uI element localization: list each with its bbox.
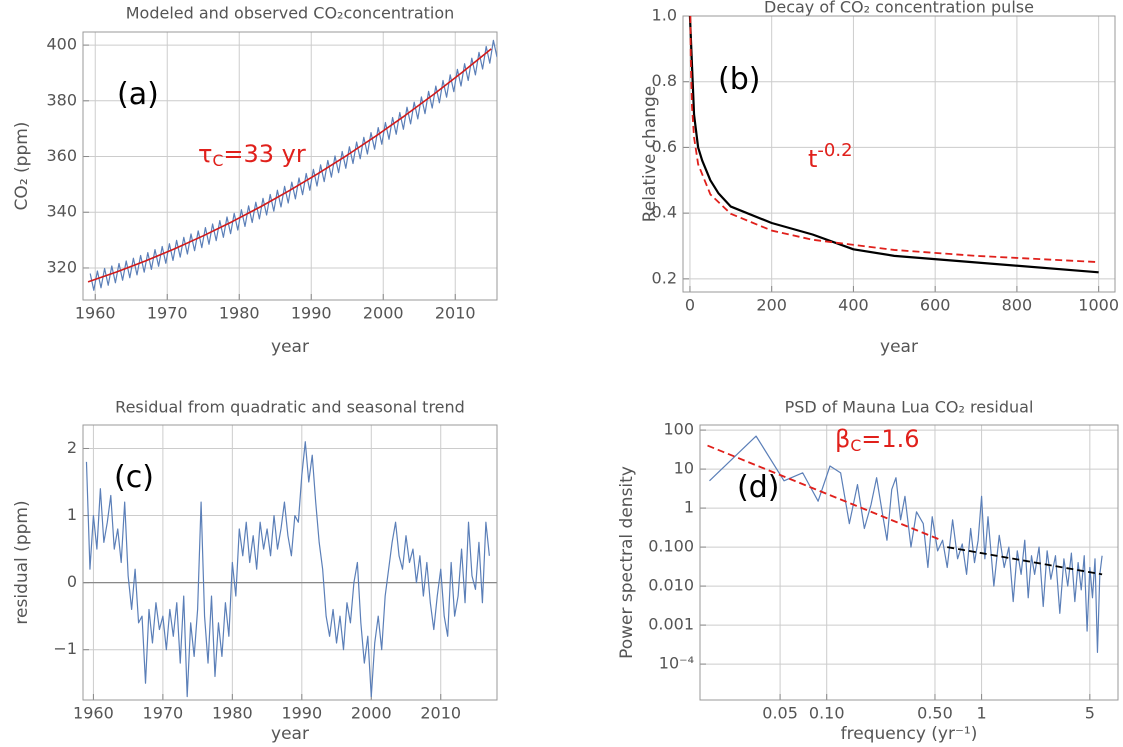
data-line [689, 16, 1099, 263]
y-tick-label: 1.0 [652, 6, 677, 25]
panel-title: Modeled and observed CO₂concentration [126, 4, 455, 23]
annotation-text: β [835, 425, 850, 453]
x-tick-label: 1980 [219, 304, 260, 323]
y-tick-label: 0.2 [652, 268, 677, 287]
annotation-sub: C [212, 152, 223, 170]
y-axis-label: CO₂ (ppm) [12, 122, 32, 211]
y-tick-label: 2 [67, 438, 77, 457]
y-axis-label: Power spectral density [617, 466, 637, 659]
y-tick-label: 340 [46, 202, 77, 221]
plot-frame [682, 15, 1116, 293]
annotation-sub: C [850, 437, 861, 455]
data-line [707, 444, 942, 542]
x-tick-label: 0.05 [762, 704, 798, 723]
annotation-text: τ [198, 140, 212, 168]
panel-title: PSD of Mauna Lua CO₂ residual [785, 398, 1034, 417]
x-tick-label: 1 [976, 704, 986, 723]
y-tick-label: 0.001 [648, 615, 694, 634]
data-line [85, 441, 490, 698]
y-tick-label: 0.6 [652, 137, 677, 156]
annotation-sup: -0.2 [817, 140, 852, 161]
annotation: t-0.2 [808, 140, 853, 173]
x-tick-label: 1000 [1078, 296, 1119, 315]
y-tick-label: 0.4 [652, 203, 677, 222]
data-line [947, 546, 1103, 576]
x-axis-label: year [271, 724, 309, 744]
x-tick-label: 600 [920, 296, 951, 315]
plot-frame [699, 424, 1119, 701]
y-tick-label: 400 [46, 35, 77, 54]
annotation: (a) [117, 77, 159, 112]
data-line [89, 39, 497, 291]
x-tick-label: 0 [685, 296, 695, 315]
y-tick-label: 0 [67, 572, 77, 591]
annotation-text: (b) [718, 62, 760, 97]
x-tick-label: 2010 [420, 704, 461, 723]
annotation-text: (a) [117, 77, 159, 112]
plot-frame [82, 31, 498, 301]
annotation-text: (d) [737, 470, 779, 505]
y-tick-label: 360 [46, 146, 77, 165]
x-tick-label: 0.50 [917, 704, 953, 723]
y-tick-label: 10⁻⁴ [659, 654, 694, 673]
y-axis-label: residual (ppm) [12, 500, 32, 624]
y-tick-label: 100 [663, 420, 694, 439]
panel-title: Residual from quadratic and seasonal tre… [115, 398, 465, 417]
x-tick-label: 1960 [75, 304, 116, 323]
x-tick-label: 2000 [363, 304, 404, 323]
x-tick-label: 5 [1085, 704, 1095, 723]
x-tick-label: 200 [756, 296, 787, 315]
x-tick-label: 2010 [435, 304, 476, 323]
panel-title: Decay of CO₂ concentration pulse [764, 0, 1034, 17]
x-tick-label: 1960 [73, 704, 114, 723]
data-line [87, 48, 492, 283]
data-line [709, 435, 1103, 653]
y-tick-label: 0.010 [648, 576, 694, 595]
y-tick-label: −1 [53, 639, 77, 658]
annotation: βC=1.6 [835, 425, 920, 455]
annotation: (b) [718, 62, 760, 97]
x-tick-label: 1980 [212, 704, 253, 723]
x-tick-label: 1990 [291, 304, 332, 323]
x-axis-label: year [271, 337, 309, 357]
annotation-rest: =1.6 [861, 425, 919, 453]
annotation-text: t [808, 145, 817, 173]
x-axis-label: year [880, 337, 918, 357]
y-tick-label: 10 [674, 459, 694, 478]
annotation-rest: =33 yr [223, 140, 305, 168]
data-line [688, 16, 1099, 274]
x-tick-label: 1990 [281, 704, 322, 723]
y-tick-label: 1 [684, 498, 694, 517]
x-tick-label: 0.10 [809, 704, 845, 723]
x-tick-label: 400 [838, 296, 869, 315]
y-tick-label: 0.100 [648, 537, 694, 556]
y-tick-label: 380 [46, 90, 77, 109]
x-tick-label: 1970 [143, 704, 184, 723]
y-tick-label: 320 [46, 257, 77, 276]
x-tick-label: 2000 [351, 704, 392, 723]
annotation: (d) [737, 470, 779, 505]
annotation: τC=33 yr [198, 140, 306, 170]
x-tick-label: 800 [1002, 296, 1033, 315]
plot-frame [82, 424, 498, 701]
annotation-text: (c) [114, 460, 154, 495]
x-tick-label: 1970 [147, 304, 188, 323]
y-tick-label: 0.8 [652, 71, 677, 90]
x-axis-label: frequency (yr⁻¹) [841, 724, 978, 744]
y-axis-label: Relative change [640, 86, 660, 223]
annotation: (c) [114, 460, 154, 495]
y-tick-label: 1 [67, 505, 77, 524]
